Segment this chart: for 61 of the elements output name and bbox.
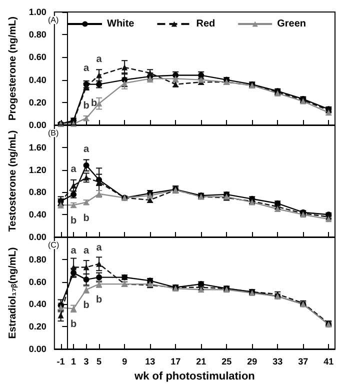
point: [83, 174, 90, 181]
x-tick-label: 29: [247, 356, 258, 366]
point: [83, 162, 90, 168]
y-axis-title: Testosterone (ng/mL): [8, 130, 18, 232]
annotation: a: [84, 144, 90, 155]
legend-label: Green: [277, 18, 306, 30]
x-tick-label: 25: [222, 356, 232, 366]
point: [96, 260, 102, 267]
y-tick-label: 0.60: [28, 52, 46, 62]
annotation: a: [84, 62, 90, 74]
legend-label: White: [107, 18, 135, 30]
x-tick-label: 41: [324, 356, 334, 366]
annotation: b: [83, 300, 90, 312]
legend-label: Red: [196, 18, 216, 30]
y-tick-label: 0.00: [28, 344, 46, 354]
annotation: a: [96, 242, 102, 254]
x-tick-label: -1: [56, 356, 65, 366]
annotation: b: [96, 294, 102, 306]
annotation: a: [84, 246, 90, 257]
x-tick-label: 17: [170, 356, 181, 366]
x-tick-label: 9: [122, 356, 128, 366]
annotation: a: [70, 164, 77, 175]
point: [83, 264, 90, 270]
x-tick-label: 1: [71, 356, 76, 366]
point: [122, 64, 128, 70]
x-axis-title: wk of photostimulation: [134, 370, 256, 382]
annotation: a: [96, 54, 102, 65]
point: [83, 276, 90, 283]
annotation: (B): [48, 128, 59, 138]
x-tick-label: 5: [96, 356, 102, 366]
y-tick-label: 0.00: [28, 120, 46, 130]
x-tick-label: 13: [145, 356, 156, 366]
y-tick-label: 0.40: [28, 74, 46, 85]
point: [96, 72, 102, 78]
y-tick-label: 1.00: [28, 7, 46, 17]
y-tick-label: 0.80: [28, 30, 46, 40]
y-axis-title: Progesterone (ng/mL): [8, 16, 18, 120]
annotation: b: [83, 212, 90, 224]
y-tick-label: 0.20: [28, 97, 46, 108]
y-axis-title: Estradiol₁₇ᵦ(ng/mL): [8, 247, 18, 339]
y-tick-label: 0.00: [28, 232, 46, 242]
annotation: b: [83, 100, 90, 112]
y-tick-label: 0.40: [28, 299, 46, 310]
x-tick-label: 21: [196, 356, 206, 366]
point: [198, 72, 204, 78]
annotation: b: [90, 98, 98, 110]
y-tick-label: 0.80: [28, 254, 46, 264]
y-tick-label: 1.60: [28, 142, 46, 152]
annotation: (C): [48, 240, 60, 250]
annotation: (A): [48, 16, 59, 24]
x-tick-label: 33: [272, 356, 283, 366]
x-tick-label: 3: [84, 356, 89, 366]
y-tick-label: 1.20: [28, 164, 46, 175]
x-tick-label: 37: [298, 356, 308, 366]
annotation: a: [70, 246, 77, 257]
annotation: b: [70, 216, 77, 227]
y-tick-label: 0.40: [28, 210, 46, 220]
y-tick-label: 0.80: [28, 187, 46, 198]
annotation: b: [70, 319, 77, 330]
y-tick-label: 0.20: [28, 322, 46, 332]
y-tick-label: 0.60: [28, 276, 46, 287]
